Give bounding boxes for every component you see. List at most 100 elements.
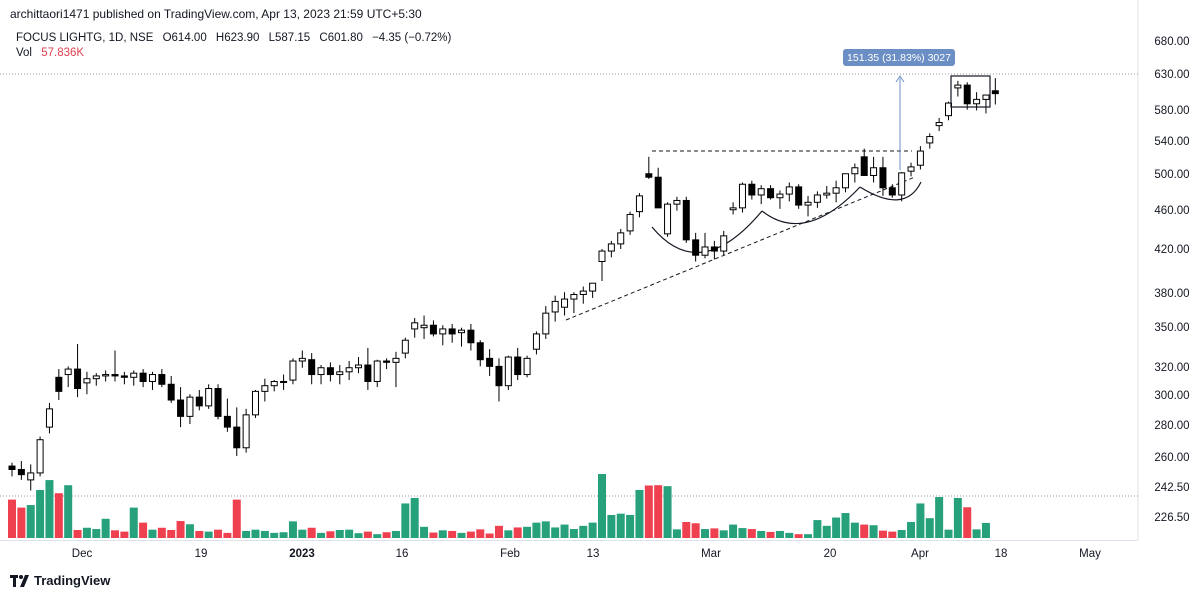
candle-body — [729, 207, 737, 211]
candle — [280, 374, 288, 390]
volume-bar — [82, 527, 91, 538]
volume-bar — [148, 529, 157, 538]
volume-bar — [757, 530, 766, 538]
handle-arc-drawing — [859, 181, 922, 201]
candle-body — [916, 150, 924, 166]
volume-bar — [869, 525, 878, 538]
candle — [673, 196, 681, 211]
candle-body — [776, 193, 784, 199]
candle — [748, 180, 756, 200]
candle — [795, 184, 803, 209]
candle — [139, 369, 147, 388]
volume-bar — [663, 486, 672, 538]
volume-bar — [719, 530, 728, 538]
candle — [514, 347, 522, 381]
volume-bar — [626, 514, 635, 538]
candle-body — [289, 360, 297, 381]
candle — [523, 355, 531, 378]
candle — [879, 156, 887, 196]
candle-body — [429, 324, 437, 335]
y-tick-label: 242.50 — [1154, 482, 1189, 494]
candle-body — [664, 203, 672, 235]
candle-body — [720, 235, 728, 252]
y-tick-label: 320.00 — [1154, 362, 1189, 374]
volume-bar — [354, 533, 363, 538]
x-tick-label: 20 — [824, 548, 837, 560]
candle — [860, 148, 868, 176]
volume-bar — [747, 529, 756, 538]
y-tick-label: 460.00 — [1154, 205, 1189, 217]
candle — [383, 358, 391, 370]
candle — [645, 156, 653, 179]
candle — [55, 369, 63, 401]
candle-body — [514, 356, 522, 376]
volume-bar — [888, 531, 897, 538]
candle-body — [813, 194, 821, 203]
candle — [757, 185, 765, 205]
candle-body — [504, 356, 512, 387]
candle — [130, 370, 138, 386]
volume-bar — [935, 497, 944, 538]
candle-body — [102, 374, 110, 377]
candle-body — [64, 368, 72, 376]
volume-bar — [373, 534, 382, 538]
symbol-title[interactable]: FOCUS LIGHTG, 1D, NSE — [16, 32, 154, 44]
candle-body — [963, 84, 971, 105]
volume-bar — [92, 529, 101, 538]
candle — [907, 162, 915, 177]
candle — [617, 228, 625, 250]
volume-bar — [953, 498, 962, 538]
candle — [682, 196, 690, 243]
volume-bar — [729, 524, 738, 538]
volume-bar — [850, 522, 859, 538]
candle — [729, 202, 737, 215]
volume-bar — [345, 529, 354, 538]
candle — [401, 337, 409, 359]
candle — [832, 180, 840, 203]
candle-body — [177, 399, 185, 417]
volume-bar — [944, 529, 953, 538]
footer-brand[interactable]: TradingView — [10, 573, 110, 588]
y-tick-label: 350.00 — [1154, 322, 1189, 334]
candle — [458, 327, 466, 347]
candle-body — [223, 415, 231, 428]
publisher-note: archittaori1471 published on TradingView… — [10, 7, 422, 21]
candle-body — [298, 357, 306, 362]
candle-body — [570, 293, 578, 300]
candle-body — [926, 136, 934, 144]
candle — [664, 202, 672, 237]
candle-body — [83, 378, 91, 384]
candle-body — [991, 90, 999, 95]
volume-bar — [804, 534, 813, 538]
candle — [532, 331, 540, 355]
volume-bar — [288, 521, 297, 538]
volume-bar — [438, 530, 447, 538]
candle-body — [411, 322, 419, 330]
volume-bar — [597, 474, 606, 538]
candle-body — [860, 156, 868, 176]
candle-body — [495, 365, 503, 387]
candle — [326, 362, 334, 382]
volume-bar — [963, 507, 972, 538]
candle-body — [167, 383, 175, 401]
candle — [111, 350, 119, 382]
candle — [120, 371, 128, 385]
candle-body — [345, 367, 353, 373]
volume-bar — [654, 485, 663, 538]
candle — [289, 358, 297, 385]
candle-body — [767, 188, 775, 199]
candle-body — [401, 339, 409, 354]
volume-value: 57.836K — [41, 47, 85, 59]
candle-body — [645, 173, 653, 178]
volume-bar — [157, 527, 166, 538]
x-tick-label: Feb — [500, 548, 520, 560]
candle — [45, 402, 53, 434]
candle — [945, 101, 952, 121]
candle-body — [383, 360, 391, 363]
candle-body — [233, 426, 241, 449]
volume-bar — [504, 530, 513, 538]
candle-body — [607, 243, 615, 252]
candle-body — [439, 328, 447, 335]
candle — [364, 347, 372, 390]
